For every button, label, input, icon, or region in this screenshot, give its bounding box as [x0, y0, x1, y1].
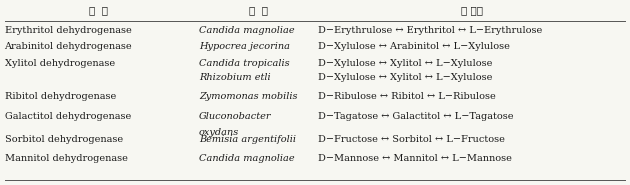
Text: Hypocrea jecorina: Hypocrea jecorina — [199, 42, 290, 51]
Text: D−Fructose ↔ Sorbitol ↔ L−Fructose: D−Fructose ↔ Sorbitol ↔ L−Fructose — [318, 135, 505, 144]
Text: Candida magnoliae: Candida magnoliae — [199, 26, 295, 35]
Text: 효  소: 효 소 — [89, 6, 108, 15]
Text: oxydans: oxydans — [199, 128, 239, 137]
Text: Candida magnoliae: Candida magnoliae — [199, 154, 295, 163]
Text: D−Xylulose ↔ Xylitol ↔ L−Xylulose: D−Xylulose ↔ Xylitol ↔ L−Xylulose — [318, 59, 493, 68]
Text: 균  주: 균 주 — [249, 6, 268, 15]
Text: Bemisia argentifolii: Bemisia argentifolii — [199, 135, 296, 144]
Text: Mannitol dehydrogenase: Mannitol dehydrogenase — [4, 154, 127, 163]
Text: Zymomonas mobilis: Zymomonas mobilis — [199, 92, 297, 101]
Text: D−Tagatose ↔ Galactitol ↔ L−Tagatose: D−Tagatose ↔ Galactitol ↔ L−Tagatose — [318, 112, 513, 121]
Text: D−Mannose ↔ Mannitol ↔ L−Mannose: D−Mannose ↔ Mannitol ↔ L−Mannose — [318, 154, 512, 163]
Text: D−Xylulose ↔ Arabinitol ↔ L−Xylulose: D−Xylulose ↔ Arabinitol ↔ L−Xylulose — [318, 42, 510, 51]
Text: Ribitol dehydrogenase: Ribitol dehydrogenase — [4, 92, 116, 101]
Text: Erythritol dehydrogenase: Erythritol dehydrogenase — [4, 26, 131, 35]
Text: D−Ribulose ↔ Ribitol ↔ L−Ribulose: D−Ribulose ↔ Ribitol ↔ L−Ribulose — [318, 92, 496, 101]
Text: Arabinitol dehydrogenase: Arabinitol dehydrogenase — [4, 42, 132, 51]
Text: Sorbitol dehydrogenase: Sorbitol dehydrogenase — [4, 135, 123, 144]
Text: D−Erythrulose ↔ Erythritol ↔ L−Erythrulose: D−Erythrulose ↔ Erythritol ↔ L−Erythrulo… — [318, 26, 542, 35]
Text: D−Xylulose ↔ Xylitol ↔ L−Xylulose: D−Xylulose ↔ Xylitol ↔ L−Xylulose — [318, 73, 493, 82]
Text: 주 반응: 주 반응 — [461, 6, 483, 15]
Text: Galactitol dehydrogenase: Galactitol dehydrogenase — [4, 112, 131, 121]
Text: Gluconobacter: Gluconobacter — [199, 112, 272, 121]
Text: Candida tropicalis: Candida tropicalis — [199, 59, 290, 68]
Text: Rhizobium etli: Rhizobium etli — [199, 73, 271, 82]
Text: Xylitol dehydrogenase: Xylitol dehydrogenase — [4, 59, 115, 68]
